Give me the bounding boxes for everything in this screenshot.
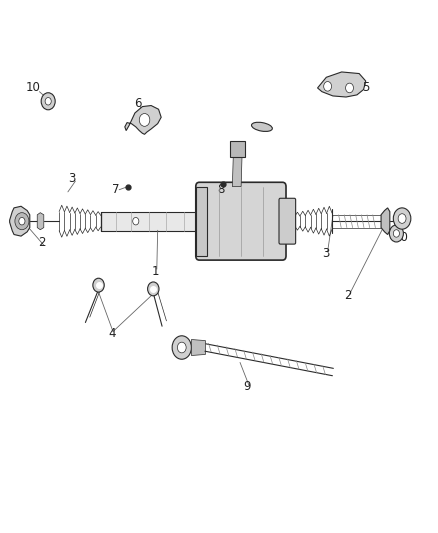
Text: 2: 2 bbox=[344, 289, 352, 302]
Circle shape bbox=[393, 230, 399, 237]
Polygon shape bbox=[191, 340, 205, 356]
Text: 2: 2 bbox=[38, 236, 46, 249]
Polygon shape bbox=[10, 206, 30, 236]
Text: 10: 10 bbox=[393, 231, 408, 244]
Text: 8: 8 bbox=[218, 183, 225, 196]
Circle shape bbox=[133, 217, 139, 225]
Polygon shape bbox=[381, 208, 390, 235]
Ellipse shape bbox=[251, 122, 272, 132]
Circle shape bbox=[172, 336, 191, 359]
FancyBboxPatch shape bbox=[279, 198, 296, 244]
Circle shape bbox=[139, 114, 150, 126]
Circle shape bbox=[393, 208, 411, 229]
Polygon shape bbox=[37, 213, 44, 230]
Text: 7: 7 bbox=[112, 183, 120, 196]
Text: 1: 1 bbox=[152, 265, 159, 278]
Polygon shape bbox=[196, 187, 207, 256]
FancyBboxPatch shape bbox=[101, 212, 199, 231]
Text: 9: 9 bbox=[244, 380, 251, 393]
Text: 3: 3 bbox=[69, 172, 76, 185]
Text: 4: 4 bbox=[108, 327, 116, 340]
Circle shape bbox=[177, 342, 186, 353]
Polygon shape bbox=[230, 141, 244, 157]
Polygon shape bbox=[125, 106, 161, 134]
Circle shape bbox=[346, 83, 353, 93]
Polygon shape bbox=[232, 157, 242, 187]
Circle shape bbox=[324, 82, 332, 91]
Circle shape bbox=[148, 282, 159, 296]
Text: 6: 6 bbox=[134, 98, 142, 110]
Circle shape bbox=[45, 98, 51, 105]
Text: 3: 3 bbox=[323, 247, 330, 260]
Circle shape bbox=[19, 217, 25, 225]
Circle shape bbox=[41, 93, 55, 110]
Circle shape bbox=[389, 225, 403, 242]
Text: 10: 10 bbox=[25, 82, 40, 94]
Circle shape bbox=[15, 213, 29, 230]
Polygon shape bbox=[318, 72, 366, 97]
Circle shape bbox=[398, 214, 406, 223]
Circle shape bbox=[93, 278, 104, 292]
Text: 5: 5 bbox=[362, 82, 369, 94]
FancyBboxPatch shape bbox=[196, 182, 286, 260]
